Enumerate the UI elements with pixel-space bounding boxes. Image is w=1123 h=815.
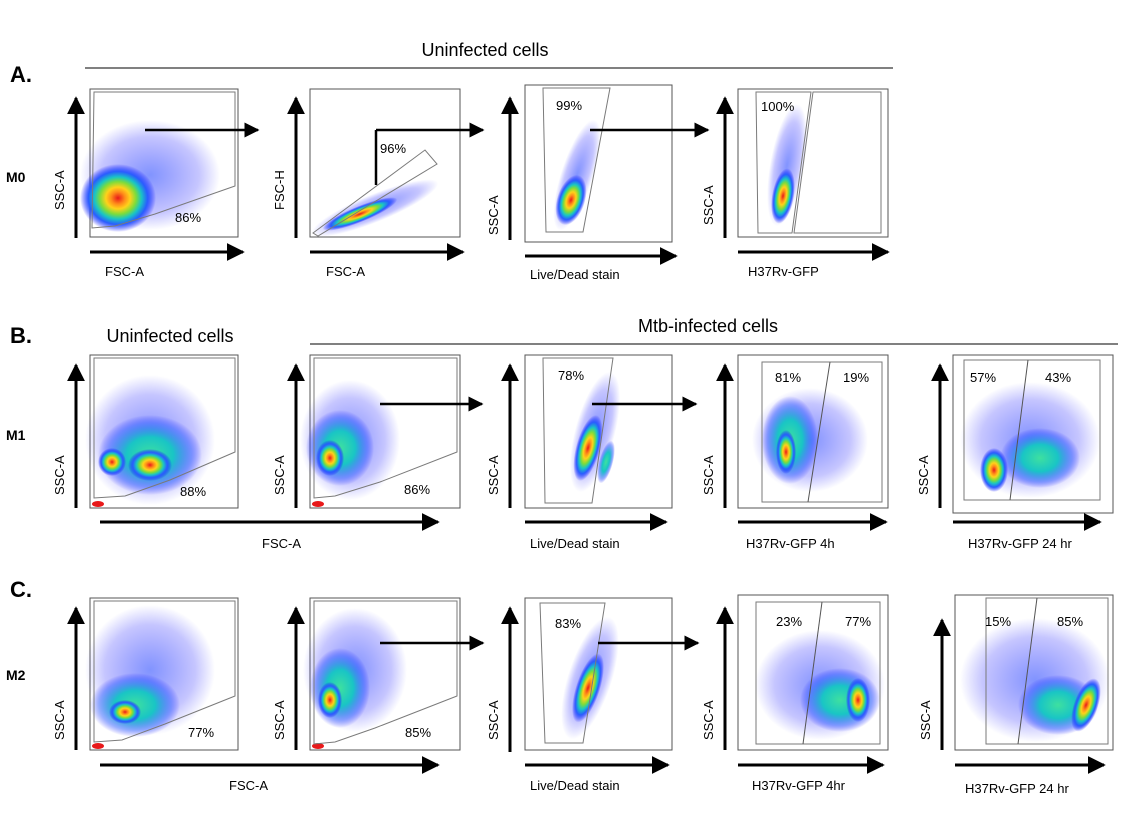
y-label-b4: SSC-A (701, 455, 716, 495)
y-label-b2: SSC-A (272, 455, 287, 495)
x-label-b5: H37Rv-GFP 24 hr (968, 536, 1072, 551)
panel-letter-a: A. (10, 62, 32, 87)
x-label-b12: FSC-A (262, 536, 301, 551)
header-b-uninfected: Uninfected cells (106, 326, 233, 346)
plot-c2: 85% (303, 597, 461, 751)
gate-a1: 86% (175, 210, 201, 225)
header-b-infected: Mtb-infected cells (638, 316, 778, 336)
gate-c5-left: 15% (985, 614, 1011, 629)
y-label-c5: SSC-A (918, 700, 933, 740)
x-label-a3: Live/Dead stain (530, 267, 620, 282)
y-label-b5: SSC-A (916, 455, 931, 495)
gate-b5-left: 57% (970, 370, 996, 385)
plot-a4: 100% (737, 88, 889, 238)
plot-b3: 78% (524, 354, 673, 509)
gate-c1: 77% (188, 725, 214, 740)
panel-letter-c: C. (10, 577, 32, 602)
y-label-c3: SSC-A (486, 700, 501, 740)
plot-c3: 83% (524, 597, 673, 751)
x-label-c12: FSC-A (229, 778, 268, 793)
x-label-c3: Live/Dead stain (530, 778, 620, 793)
plot-b1: 88% (85, 354, 239, 509)
plot-c5: 15% 85% (954, 594, 1114, 751)
gate-c4-right: 77% (845, 614, 871, 629)
gate-b4-right: 19% (843, 370, 869, 385)
gate-a2: 96% (380, 141, 406, 156)
y-label-c2: SSC-A (272, 700, 287, 740)
x-label-b4: H37Rv-GFP 4h (746, 536, 835, 551)
x-label-c4: H37Rv-GFP 4hr (752, 778, 846, 793)
panel-letter-b: B. (10, 323, 32, 348)
y-label-c4: SSC-A (701, 700, 716, 740)
gate-c4-left: 23% (776, 614, 802, 629)
gate-a3: 99% (556, 98, 582, 113)
plot-b4: 81% 19% (737, 354, 889, 509)
x-label-a2: FSC-A (326, 264, 365, 279)
row-label-m1: M1 (6, 427, 26, 443)
gate-b4-left: 81% (775, 370, 801, 385)
gate-c2: 85% (405, 725, 431, 740)
plot-b5: 57% 43% (952, 354, 1114, 514)
x-label-a4: H37Rv-GFP (748, 264, 819, 279)
y-label-a3: SSC-A (486, 195, 501, 235)
y-label-a2: FSC-H (272, 170, 287, 210)
plot-c1: 77% (85, 597, 239, 751)
gate-a4: 100% (761, 99, 795, 114)
gate-b3: 78% (558, 368, 584, 383)
gate-b1: 88% (180, 484, 206, 499)
row-label-m2: M2 (6, 667, 26, 683)
gate-c3: 83% (555, 616, 581, 631)
x-label-a1: FSC-A (105, 264, 144, 279)
y-label-a1: SSC-A (52, 170, 67, 210)
gate-b5-right: 43% (1045, 370, 1071, 385)
plot-a1: 86% (80, 88, 239, 238)
header-a-uninfected: Uninfected cells (421, 40, 548, 60)
x-label-c5: H37Rv-GFP 24 hr (965, 781, 1069, 796)
plot-a2: 96% (309, 88, 461, 238)
x-label-b3: Live/Dead stain (530, 536, 620, 551)
plot-b2: 86% (300, 354, 461, 509)
gate-c5-right: 85% (1057, 614, 1083, 629)
plot-a3: 99% (524, 84, 673, 243)
y-label-b3: SSC-A (486, 455, 501, 495)
y-label-b1: SSC-A (52, 455, 67, 495)
y-label-a4: SSC-A (701, 185, 716, 225)
plot-c4: 23% 77% (737, 594, 889, 751)
y-label-c1: SSC-A (52, 700, 67, 740)
row-label-m0: M0 (6, 169, 26, 185)
gate-b2: 86% (404, 482, 430, 497)
